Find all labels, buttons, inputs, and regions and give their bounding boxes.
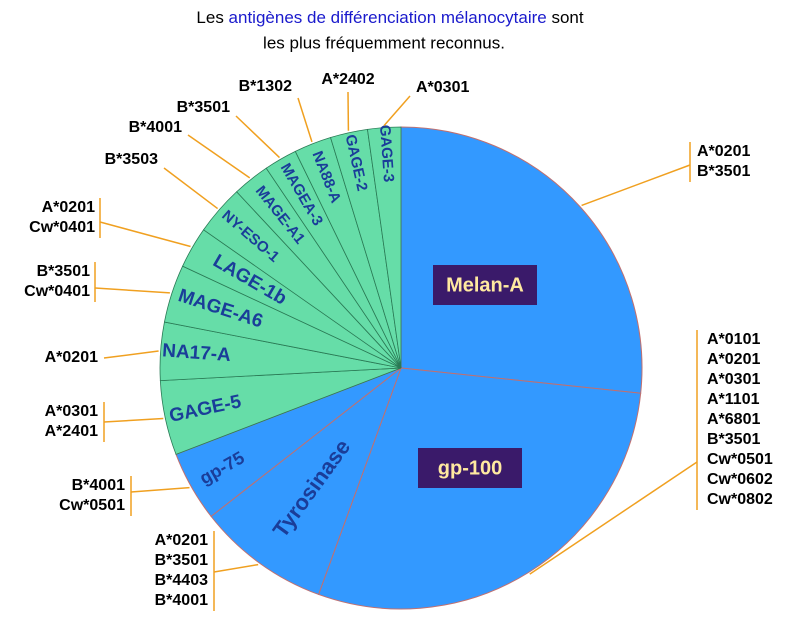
allele-label: A*0101: [707, 331, 760, 348]
allele-label: B*1302: [239, 78, 292, 95]
allele-label: Cw*0802: [707, 491, 773, 508]
leader-line: [213, 563, 259, 573]
allele-label: Cw*0401: [24, 283, 90, 300]
allele-label: A*0201: [45, 349, 98, 366]
leader-line: [103, 417, 164, 423]
slice: [367, 126, 402, 369]
slice-label: Melan-A: [446, 274, 524, 296]
allele-label: B*3503: [105, 151, 158, 168]
allele-label: B*4001: [129, 119, 182, 136]
title-prefix: Les: [196, 8, 228, 27]
allele-label: B*4403: [155, 572, 208, 589]
leader-line: [235, 115, 281, 159]
allele-label: A*0201: [707, 351, 760, 368]
allele-label: A*2401: [45, 423, 98, 440]
allele-label: A*0301: [416, 79, 469, 96]
allele-label: B*3501: [37, 263, 90, 280]
allele-label: B*3501: [177, 99, 230, 116]
chart-title: Les antigènes de différenciation mélanoc…: [196, 8, 583, 27]
allele-label: A*2402: [321, 71, 374, 88]
leader-line: [581, 164, 691, 207]
leader-line: [529, 461, 698, 575]
allele-label: A*1101: [707, 391, 760, 408]
slice: [317, 367, 642, 610]
leader-line: [130, 486, 190, 493]
allele-label: A*0301: [707, 371, 760, 388]
allele-label: Cw*0501: [707, 451, 773, 468]
leader-line: [187, 134, 251, 179]
leader-line: [103, 350, 159, 359]
allele-label: Cw*0501: [59, 497, 125, 514]
slice-label: gp-100: [438, 457, 502, 479]
title-highlight: antigènes de différenciation mélanocytai…: [229, 8, 547, 27]
allele-label: B*3501: [155, 552, 208, 569]
allele-label: A*0201: [155, 532, 208, 549]
leader-line: [383, 95, 411, 127]
allele-label: B*4001: [155, 592, 208, 609]
leader-line: [297, 97, 313, 143]
name-box: [433, 265, 537, 305]
allele-label: A*0201: [697, 143, 750, 160]
leader-line: [94, 287, 170, 294]
title-suffix: sont: [547, 8, 584, 27]
allele-label: Cw*0401: [29, 219, 95, 236]
allele-label: A*0301: [45, 403, 98, 420]
slice-label: GAGE-3: [376, 124, 397, 183]
slice-label: NA17-A: [162, 340, 232, 366]
name-box: [418, 448, 522, 488]
chart-title-line2: les plus fréquemment reconnus.: [263, 33, 505, 52]
slice: [400, 126, 643, 394]
slice: [210, 366, 403, 596]
leader-line: [99, 221, 191, 248]
allele-label: B*4001: [72, 477, 125, 494]
leader-line: [163, 167, 219, 210]
allele-label: A*0201: [42, 199, 95, 216]
allele-label: B*3501: [707, 431, 760, 448]
allele-label: Cw*0602: [707, 471, 773, 488]
allele-label: A*6801: [707, 411, 760, 428]
allele-label: B*3501: [697, 163, 750, 180]
